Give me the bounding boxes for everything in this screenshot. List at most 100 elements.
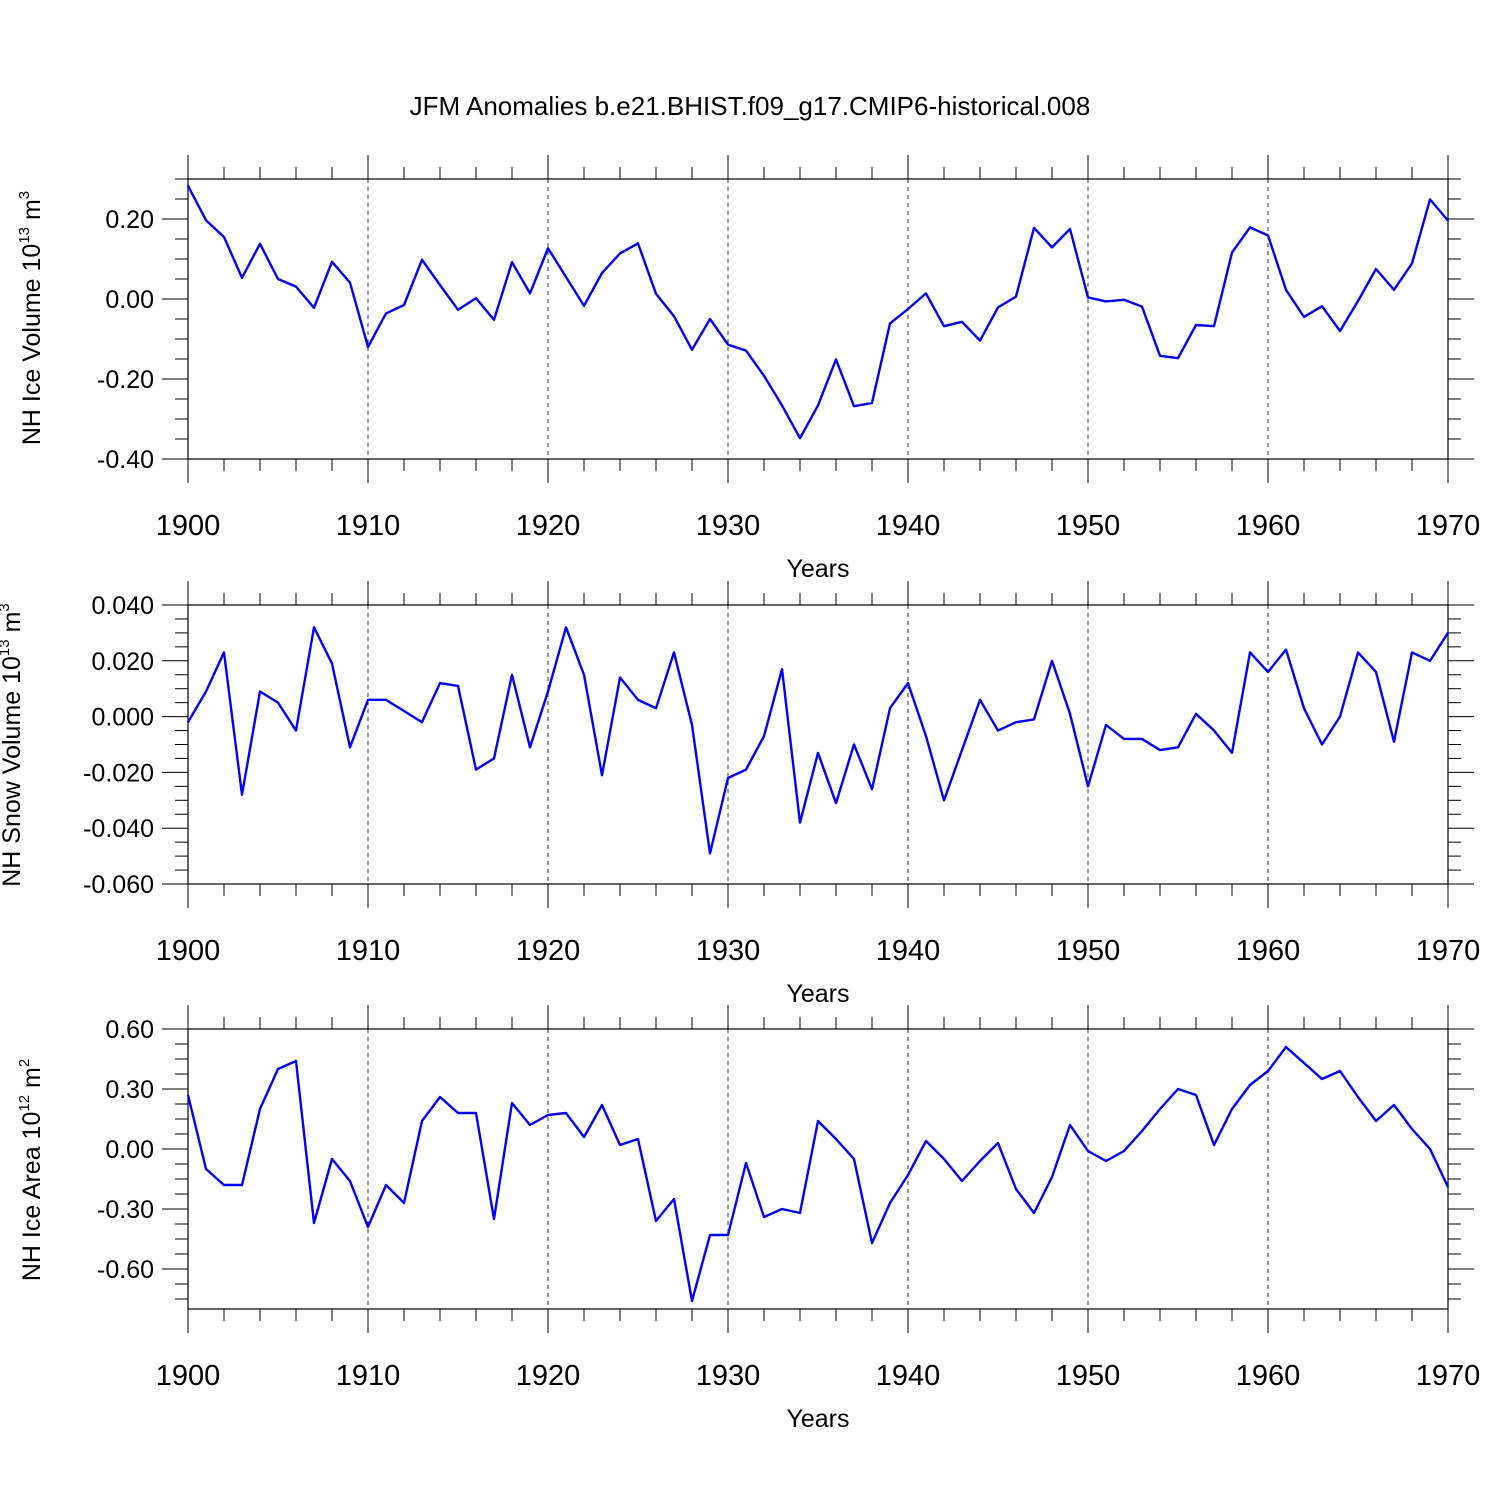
y-axis-label: NH Ice Volume 1013 m3: [16, 191, 46, 445]
data-point: [1177, 357, 1179, 360]
data-point: [547, 690, 549, 693]
data-point: [907, 308, 909, 310]
data-point: [745, 349, 747, 352]
data-point: [349, 746, 351, 749]
data-point: [439, 1096, 441, 1098]
data-point: [943, 799, 945, 802]
data-point: [1393, 288, 1395, 291]
data-point: [727, 1234, 729, 1236]
y-axis-label-superscript: 2: [16, 1059, 33, 1067]
y-tick-label: -0.30: [97, 1196, 154, 1224]
data-point: [1177, 1088, 1179, 1090]
data-point: [799, 821, 801, 824]
data-point: [1087, 296, 1089, 299]
data-point: [349, 1180, 351, 1182]
data-point: [295, 285, 297, 288]
data-point: [727, 343, 729, 346]
data-point: [205, 1168, 207, 1170]
data-point: [943, 1158, 945, 1160]
x-tick-label: 1930: [696, 510, 761, 542]
data-point: [763, 1216, 765, 1218]
data-point: [493, 1218, 495, 1220]
data-point: [277, 701, 279, 704]
data-point: [781, 1208, 783, 1210]
data-point: [1375, 1120, 1377, 1122]
x-tick-label: 1910: [336, 1360, 401, 1392]
x-tick-label: 1900: [156, 935, 221, 967]
data-point: [1249, 226, 1251, 229]
y-tick-label: 0.20: [105, 206, 154, 234]
data-point: [1429, 659, 1431, 662]
data-point: [223, 236, 225, 238]
x-tick-label: 1940: [876, 510, 941, 542]
data-point: [349, 281, 351, 284]
data-point: [1357, 651, 1359, 654]
data-point: [763, 374, 765, 377]
data-point: [817, 404, 819, 407]
x-tick-label: 1950: [1056, 935, 1121, 967]
data-point: [1321, 1078, 1323, 1080]
x-tick-label: 1970: [1416, 1360, 1481, 1392]
data-point: [637, 1138, 639, 1140]
data-point: [367, 1226, 369, 1228]
data-point: [997, 306, 999, 309]
data-point: [1087, 785, 1089, 788]
x-tick-label: 1930: [696, 935, 761, 967]
data-point: [979, 339, 981, 342]
data-point: [223, 651, 225, 654]
data-point: [277, 278, 279, 280]
data-point: [835, 1138, 837, 1140]
x-tick-label: 1910: [336, 510, 401, 542]
data-point: [1213, 1144, 1215, 1146]
x-tick-label: 1900: [156, 1360, 221, 1392]
x-tick-label: 1950: [1056, 510, 1121, 542]
data-point: [1231, 251, 1233, 254]
data-point: [439, 682, 441, 685]
data-point: [439, 284, 441, 286]
y-axis-label: NH Snow Volume 1013 m3: [0, 603, 26, 887]
data-point: [259, 690, 261, 693]
data-point: [1375, 671, 1377, 673]
data-point: [781, 404, 783, 407]
x-tick-label: 1970: [1416, 510, 1481, 542]
y-tick-label: 0.020: [91, 648, 154, 676]
y-tick-label: 0.000: [91, 704, 154, 732]
panels: -0.40 -0.20 0.00 0.20 1900 1910 1920 1930 1940 19…: [0, 155, 1480, 1433]
data-point: [1051, 1176, 1053, 1178]
data-point: [1087, 1150, 1089, 1152]
data-point: [601, 774, 603, 777]
y-tick-label: -0.40: [97, 446, 154, 474]
data-point: [511, 1102, 513, 1104]
data-point: [709, 852, 711, 855]
data-point: [1033, 718, 1035, 721]
data-point: [1195, 1094, 1197, 1096]
data-point: [1303, 316, 1305, 318]
data-point: [979, 698, 981, 701]
chart-panel-3: -0.60 -0.30 0.00 0.30 0.60 1900 1910 1920 1930 19…: [16, 1005, 1480, 1433]
data-point: [1141, 305, 1143, 308]
data-point: [1213, 729, 1215, 732]
data-point: [1015, 295, 1017, 298]
data-point: [241, 276, 243, 279]
data-point: [925, 292, 927, 295]
data-point: [223, 1184, 225, 1186]
data-point: [1159, 749, 1161, 751]
data-point: [619, 676, 621, 679]
data-point: [1105, 1160, 1107, 1162]
data-point: [295, 1060, 297, 1062]
y-tick-label: -0.060: [83, 871, 154, 899]
data-point: [511, 673, 513, 676]
y-tick-label: -0.60: [97, 1256, 154, 1284]
x-axis-label: Years: [786, 1405, 849, 1433]
data-point: [1285, 288, 1287, 291]
data-point: [475, 768, 477, 771]
data-point: [529, 292, 531, 295]
x-tick-label: 1920: [516, 935, 581, 967]
chart-panel-1: -0.40 -0.20 0.00 0.20 1900 1910 1920 1930 1940 19…: [16, 155, 1480, 583]
data-point: [619, 1144, 621, 1146]
data-point: [1195, 324, 1197, 326]
data-point: [691, 348, 693, 351]
data-point: [313, 1222, 315, 1224]
data-point: [1357, 1096, 1359, 1098]
